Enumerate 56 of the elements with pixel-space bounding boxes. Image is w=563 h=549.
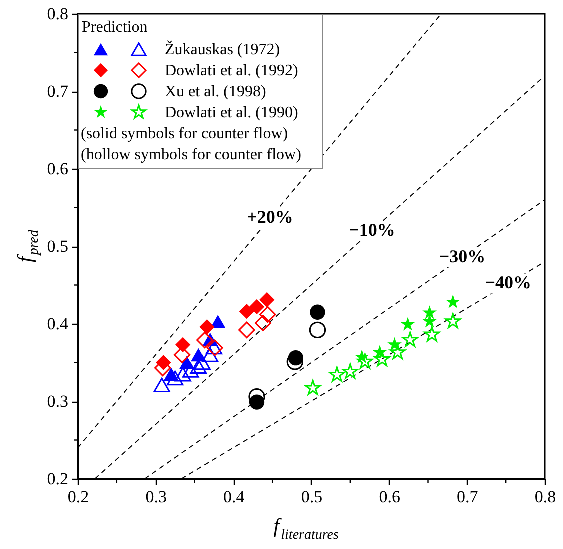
- point: [200, 320, 215, 335]
- point: [196, 332, 214, 349]
- legend-label: Dowlati et al. (1990): [165, 104, 298, 122]
- annotation: (hollow symbols for counter flow): [81, 146, 302, 164]
- legend-label: Dowlati et al. (1992): [165, 62, 298, 80]
- point: [342, 364, 358, 379]
- point: [305, 380, 322, 396]
- legend-title: Prediction: [82, 19, 148, 36]
- point: [175, 337, 191, 353]
- annotation: −30%: [439, 246, 486, 266]
- y-axis-title: fpred: [13, 229, 42, 263]
- y-tick-label: 0.4: [47, 314, 69, 334]
- legend-label: Xu et al. (1998): [165, 84, 266, 100]
- point: [374, 351, 390, 367]
- point: [239, 304, 254, 320]
- point: [446, 294, 460, 308]
- x-tick-label: 0.6: [379, 488, 400, 506]
- point: [249, 299, 265, 315]
- annotation: −40%: [485, 272, 532, 293]
- x-tick-label: 0.7: [457, 488, 479, 506]
- point: [309, 322, 326, 339]
- point: [174, 367, 192, 382]
- point: [445, 313, 462, 329]
- x-tick-label: 0.2: [68, 488, 90, 506]
- point: [310, 304, 326, 320]
- point: [202, 348, 219, 362]
- point: [424, 326, 440, 342]
- point: [390, 344, 406, 360]
- annotation: (solid symbols for counter flow): [81, 126, 288, 142]
- point: [400, 317, 416, 331]
- y-tick-label: 0.7: [47, 82, 69, 101]
- point: [260, 306, 276, 324]
- y-tick-label: 0.3: [47, 392, 68, 411]
- point: [329, 366, 346, 382]
- y-tick-label: 0.6: [47, 160, 68, 178]
- x-tick-label: 0.4: [224, 488, 246, 506]
- y-tick-label: 0.2: [47, 470, 68, 488]
- point: [166, 370, 184, 386]
- point: [402, 332, 418, 348]
- x-tick-label: 0.5: [301, 488, 323, 506]
- point: [182, 363, 200, 378]
- x-tick-label: 0.8: [534, 488, 556, 506]
- point: [254, 314, 272, 332]
- point: [194, 355, 211, 370]
- point: [422, 314, 438, 328]
- point: [238, 322, 256, 339]
- x-tick-label: 0.3: [146, 488, 167, 506]
- point: [422, 306, 438, 320]
- legend-label: Žukauskas (1972): [165, 40, 280, 58]
- y-tick-label: 0.8: [47, 4, 68, 24]
- point: [357, 354, 374, 369]
- annotation: +20%: [247, 206, 294, 227]
- annotation: −10%: [349, 220, 396, 240]
- point: [154, 378, 170, 393]
- point: [260, 292, 275, 308]
- y-tick-label: 0.5: [47, 237, 68, 256]
